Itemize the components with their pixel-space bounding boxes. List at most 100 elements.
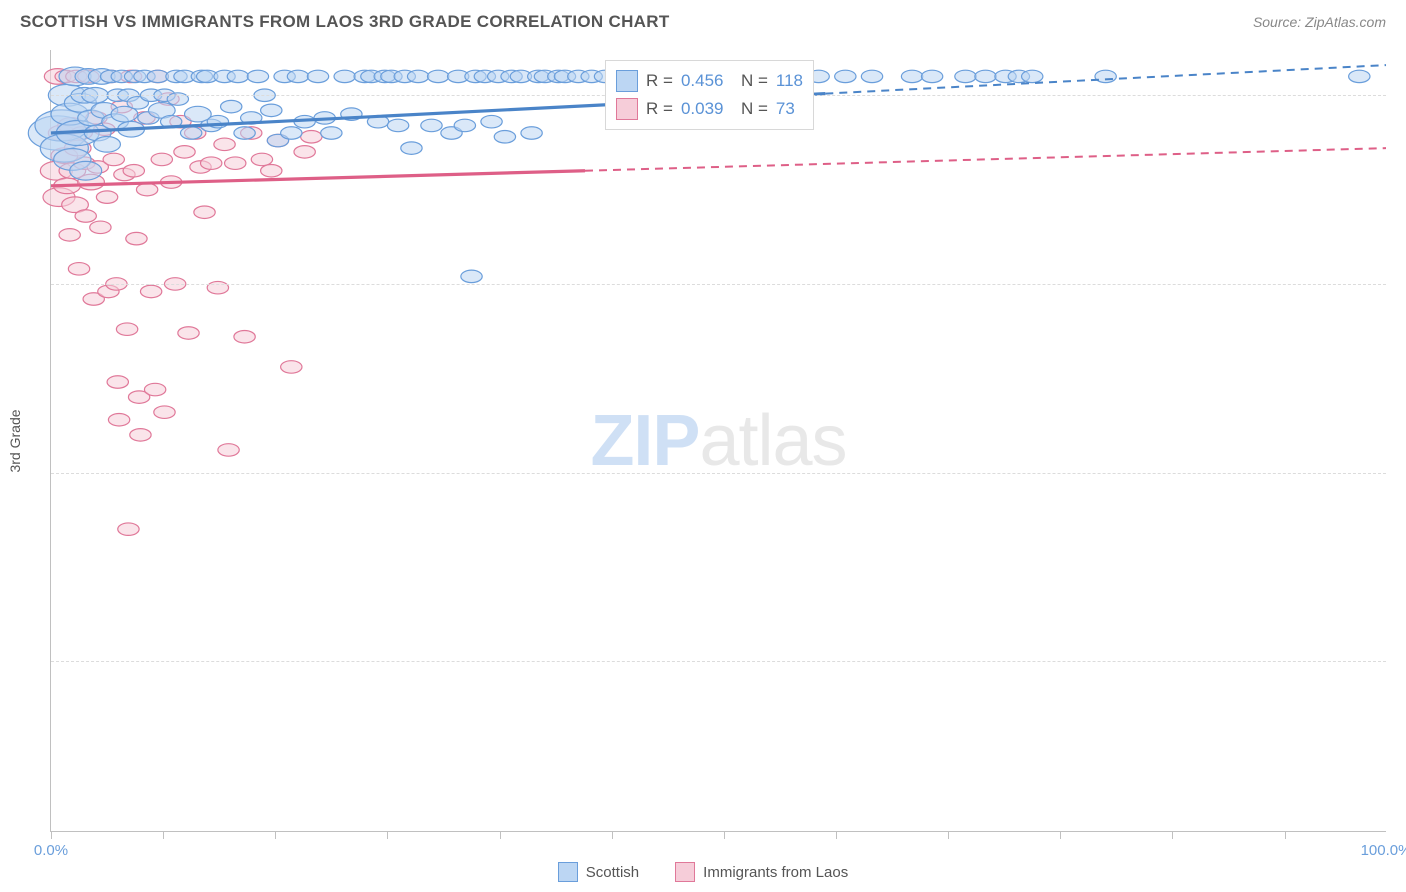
stat-n-label: N =: [732, 95, 768, 123]
scatter-point: [921, 70, 942, 82]
scatter-point: [234, 330, 255, 342]
scatter-point: [454, 119, 475, 131]
scatter-point: [136, 183, 157, 195]
x-tick: [1060, 831, 1061, 839]
legend-label: Immigrants from Laos: [703, 864, 848, 881]
scatter-point: [294, 146, 315, 158]
stat-row: R = 0.456 N = 118: [616, 67, 803, 95]
stat-r-value: 0.039: [681, 95, 724, 123]
scatter-point: [281, 127, 302, 139]
scatter-point: [227, 70, 248, 82]
scatter-point: [861, 70, 882, 82]
scatter-point: [1349, 70, 1370, 82]
scatter-point: [901, 70, 922, 82]
y-tick-label: 95.0%: [1401, 275, 1406, 292]
scatter-point: [59, 229, 80, 241]
scatter-point: [96, 191, 117, 203]
chart-header: SCOTTISH VS IMMIGRANTS FROM LAOS 3RD GRA…: [0, 0, 1406, 40]
x-tick-label: 100.0%: [1361, 842, 1406, 859]
scatter-point: [123, 164, 144, 176]
scatter-point: [140, 285, 161, 297]
scatter-point: [180, 127, 201, 139]
scatter-point: [221, 100, 242, 112]
scatter-point: [107, 376, 128, 388]
scatter-point: [261, 104, 282, 116]
scatter-point: [835, 70, 856, 82]
legend: Scottish Immigrants from Laos: [0, 862, 1406, 882]
scatter-point: [154, 406, 175, 418]
x-tick: [612, 831, 613, 839]
scatter-point: [481, 115, 502, 127]
x-tick: [836, 831, 837, 839]
scatter-point: [201, 157, 222, 169]
x-tick: [387, 831, 388, 839]
scatter-svg: [51, 50, 1386, 831]
scatter-point: [94, 137, 121, 153]
stat-n-value: 73: [776, 95, 795, 123]
stat-n-value: 118: [776, 67, 803, 95]
scatter-point: [1095, 70, 1116, 82]
scatter-point: [247, 70, 268, 82]
plot-area: ZIPatlas: [51, 50, 1386, 831]
scatter-point: [178, 327, 199, 339]
legend-label: Scottish: [586, 864, 639, 881]
legend-swatch: [675, 862, 695, 882]
stat-n-label: N =: [732, 67, 768, 95]
x-tick: [1172, 831, 1173, 839]
scatter-point: [427, 70, 448, 82]
legend-swatch: [616, 98, 638, 120]
scatter-point: [90, 221, 111, 233]
x-tick: [275, 831, 276, 839]
scatter-point: [287, 70, 308, 82]
scatter-point: [130, 429, 151, 441]
scatter-point: [225, 157, 246, 169]
legend-item: Scottish: [558, 862, 639, 882]
scatter-point: [307, 70, 328, 82]
scatter-point: [194, 206, 215, 218]
source-label: Source: ZipAtlas.com: [1253, 14, 1386, 30]
scatter-point: [103, 153, 124, 165]
gridline: [51, 661, 1386, 662]
scatter-point: [955, 70, 976, 82]
scatter-point: [301, 131, 322, 143]
scatter-point: [118, 523, 139, 535]
legend-swatch: [616, 70, 638, 92]
scatter-point: [214, 138, 235, 150]
x-tick: [163, 831, 164, 839]
x-tick: [500, 831, 501, 839]
scatter-point: [387, 119, 408, 131]
y-tick-label: 90.0%: [1401, 464, 1406, 481]
scatter-point: [421, 119, 442, 131]
x-tick-label: 0.0%: [34, 842, 68, 859]
scatter-point: [1022, 70, 1043, 82]
scatter-point: [70, 161, 102, 180]
stat-r-value: 0.456: [681, 67, 724, 95]
gridline: [51, 473, 1386, 474]
stat-r-label: R =: [646, 95, 673, 123]
scatter-point: [174, 146, 195, 158]
gridline: [51, 284, 1386, 285]
chart-area: 3rd Grade ZIPatlas 85.0%90.0%95.0%100.0%…: [50, 50, 1386, 832]
scatter-point: [334, 70, 355, 82]
scatter-point: [68, 263, 89, 275]
scatter-point: [218, 444, 239, 456]
scatter-point: [461, 270, 482, 282]
scatter-point: [261, 164, 282, 176]
scatter-point: [75, 210, 96, 222]
scatter-point: [975, 70, 996, 82]
scatter-point: [151, 153, 172, 165]
stat-box: R = 0.456 N = 118R = 0.039 N = 73: [605, 60, 814, 130]
legend-item: Immigrants from Laos: [675, 862, 848, 882]
scatter-point: [108, 414, 129, 426]
x-tick: [1285, 831, 1286, 839]
scatter-point: [321, 127, 342, 139]
x-tick: [724, 831, 725, 839]
scatter-point: [281, 361, 302, 373]
scatter-point: [521, 127, 542, 139]
scatter-point: [401, 142, 422, 154]
trend-line-dashed: [585, 148, 1386, 171]
x-tick: [948, 831, 949, 839]
scatter-point: [251, 153, 272, 165]
stat-row: R = 0.039 N = 73: [616, 95, 803, 123]
scatter-point: [116, 323, 137, 335]
